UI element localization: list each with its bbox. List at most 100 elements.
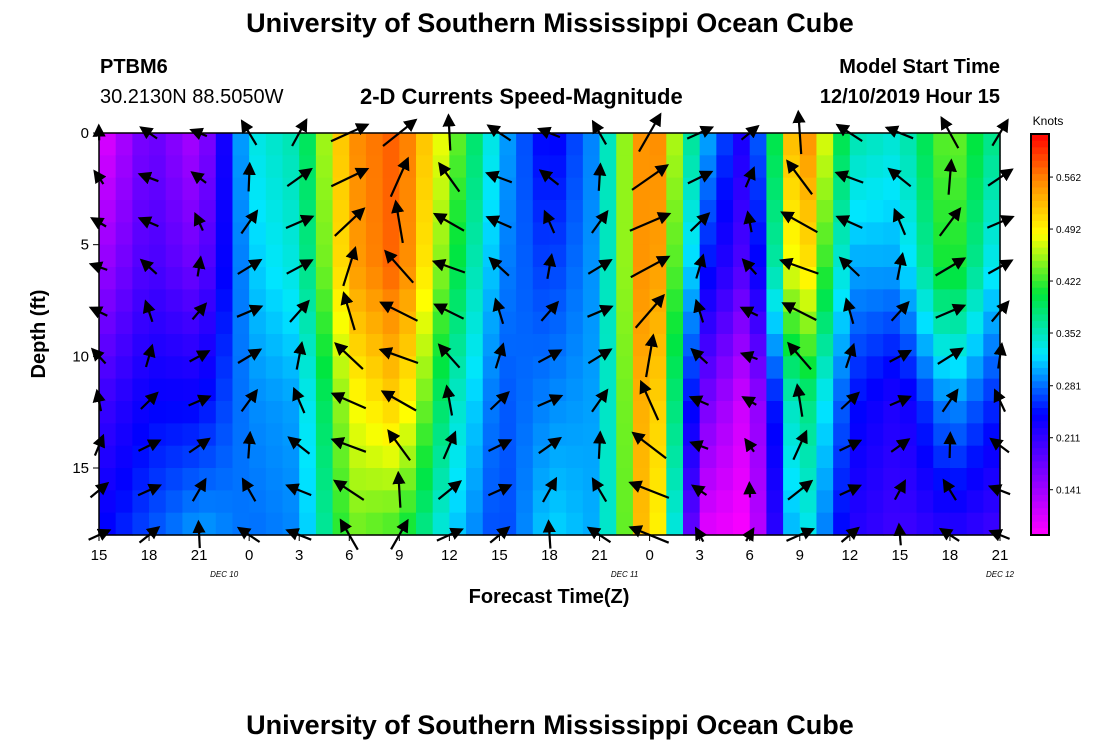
heatmap-cell xyxy=(649,244,667,268)
heatmap-cell xyxy=(382,311,400,335)
heatmap-cell xyxy=(566,445,584,469)
heatmap-cell xyxy=(582,244,601,268)
heatmap-cell xyxy=(682,311,701,335)
current-vector-arrow xyxy=(236,304,264,318)
heatmap-cell xyxy=(566,200,584,223)
current-vector-arrow xyxy=(442,384,456,416)
heatmap-cell xyxy=(749,311,768,335)
heatmap-cell xyxy=(616,334,634,357)
heatmap-cell xyxy=(666,200,684,223)
heatmap-cell xyxy=(799,133,818,156)
heatmap-cell xyxy=(916,289,934,313)
colorbar-swatch xyxy=(1031,174,1049,182)
heatmap-cell xyxy=(566,468,584,491)
heatmap-cell xyxy=(649,423,667,447)
heatmap-cell xyxy=(983,155,1001,179)
heatmap-cell xyxy=(666,311,684,335)
current-vector-arrow xyxy=(543,253,557,279)
heatmap-cell xyxy=(666,512,684,536)
heatmap-cell xyxy=(966,267,984,290)
heatmap-cell xyxy=(416,289,434,313)
heatmap-cell xyxy=(199,200,217,223)
heatmap-cell xyxy=(516,401,534,424)
heatmap-cell xyxy=(215,512,234,536)
heatmap-cell xyxy=(365,378,384,402)
heatmap-cell xyxy=(516,468,534,491)
current-vector-arrow xyxy=(543,209,556,234)
heatmap-cell xyxy=(432,267,450,290)
heatmap-cell xyxy=(215,334,234,357)
heatmap-cell xyxy=(733,311,751,335)
heatmap-cell xyxy=(899,311,918,335)
colorbar-tick-label: 0.492 xyxy=(1056,225,1081,236)
heatmap-cell xyxy=(833,177,851,201)
heatmap-cell xyxy=(332,244,350,268)
heatmap-cell xyxy=(566,133,584,156)
heatmap-cell xyxy=(532,512,551,536)
heatmap-cell xyxy=(566,222,584,246)
heatmap-cell xyxy=(966,490,984,514)
heatmap-cell xyxy=(549,334,567,357)
heatmap-cell xyxy=(149,133,167,156)
heatmap-cell xyxy=(265,445,284,469)
current-vector-arrow xyxy=(937,347,964,365)
heatmap-cell xyxy=(365,200,384,223)
heatmap-cell xyxy=(949,468,968,491)
heatmap-cell xyxy=(899,155,918,179)
heatmap-cell xyxy=(232,289,250,313)
current-vector-arrow xyxy=(889,349,913,363)
heatmap-cell xyxy=(149,356,167,380)
heatmap-cell xyxy=(516,423,534,447)
heatmap-cell xyxy=(416,244,434,268)
heatmap-cell xyxy=(916,155,934,179)
heatmap-cell xyxy=(516,200,534,223)
heatmap-cell xyxy=(549,177,567,201)
heatmap-cell xyxy=(182,244,200,268)
heatmap-cell xyxy=(699,267,717,290)
colorbar-swatch xyxy=(1031,448,1049,456)
heatmap-cell xyxy=(149,155,167,179)
heatmap-cell xyxy=(799,244,818,268)
heatmap-cell xyxy=(849,356,868,380)
colorbar-swatch xyxy=(1031,441,1049,449)
heatmap-cell xyxy=(949,244,968,268)
heatmap-cell xyxy=(249,267,267,290)
heatmap-cell xyxy=(265,289,284,313)
colorbar-swatch xyxy=(1031,301,1049,309)
heatmap-cell xyxy=(983,289,1001,313)
current-vector-arrow xyxy=(935,303,967,319)
heatmap-cell xyxy=(966,244,984,268)
heatmap-cell xyxy=(532,423,551,447)
heatmap-cell xyxy=(866,490,884,514)
heatmap-cell xyxy=(549,222,567,246)
current-vector-arrow xyxy=(843,342,857,369)
heatmap-cell xyxy=(816,401,834,424)
heatmap-cell xyxy=(499,200,517,223)
heatmap-cell xyxy=(165,423,184,447)
heatmap-cell xyxy=(332,222,350,246)
heatmap-cell xyxy=(299,177,317,201)
heatmap-cell xyxy=(733,222,751,246)
heatmap-cell xyxy=(916,133,934,156)
heatmap-cell xyxy=(416,155,434,179)
heatmap-cell xyxy=(549,445,567,469)
heatmap-cell xyxy=(516,267,534,290)
heatmap-cell xyxy=(799,401,818,424)
heatmap-cell xyxy=(949,177,968,201)
heatmap-cell xyxy=(165,155,184,179)
current-vector-arrow xyxy=(140,391,159,410)
heatmap-cell xyxy=(666,133,684,156)
colorbar-swatch xyxy=(1031,260,1049,269)
heatmap-cell xyxy=(332,468,350,491)
current-vector-arrow xyxy=(688,395,710,408)
heatmap-cell xyxy=(682,244,701,268)
heatmap-cell xyxy=(499,155,517,179)
heatmap-cell xyxy=(883,378,901,402)
current-vector-arrow xyxy=(330,437,367,453)
heatmap-cell xyxy=(949,445,968,469)
heatmap-cell xyxy=(365,512,384,536)
heatmap-cell xyxy=(466,468,484,491)
heatmap-cell xyxy=(733,445,751,469)
heatmap-cell xyxy=(649,445,667,469)
